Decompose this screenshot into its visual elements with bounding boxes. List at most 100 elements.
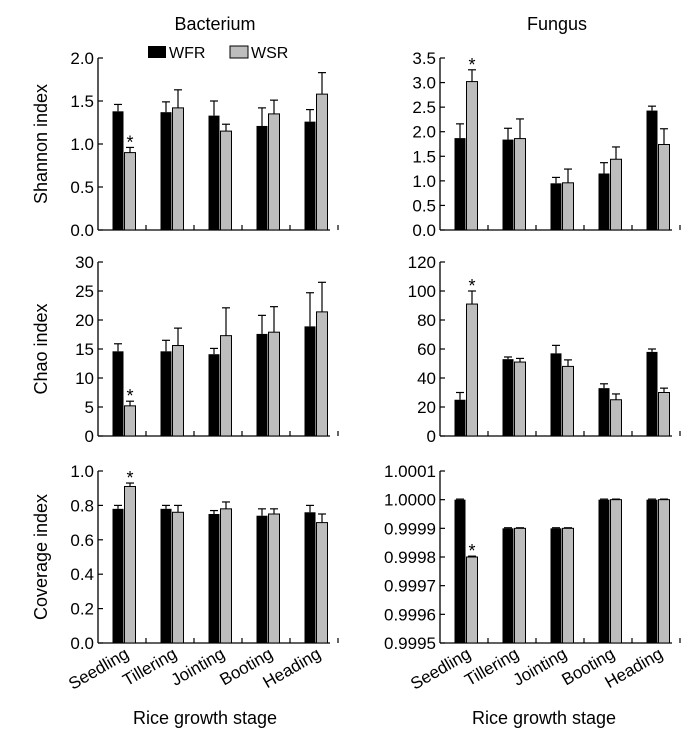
x-tick-label-tillering-coverage-bacterium: Tillering <box>119 644 180 690</box>
bar-wsr-heading-p-fungus <box>658 143 670 231</box>
y-tick-label-p-fungus: 60 <box>417 340 436 359</box>
bar-wsr-heading-chao-bacterium <box>316 311 328 437</box>
bar-wsr-booting-p-fungus <box>610 158 622 231</box>
y-axis-title-coverage-bacterium: Coverage index <box>31 494 51 620</box>
significance-marker-p-fungus: * <box>468 541 475 561</box>
y-tick-label-coverage-bacterium: 0.2 <box>70 600 94 619</box>
bar-wsr-jointing-chao-bacterium <box>220 335 232 437</box>
y-tick-label-chao-bacterium: 30 <box>75 253 94 272</box>
bar-wfr-jointing-p-fungus <box>550 528 562 643</box>
bar-wfr-booting-coverage-bacterium <box>256 515 268 643</box>
bar-wfr-jointing-p-fungus <box>550 353 562 436</box>
bar-wfr-booting-p-fungus <box>598 499 610 643</box>
y-tick-label-p-fungus: 1.0000 <box>384 491 436 510</box>
bar-wfr-seedling-shannon-bacterium <box>112 111 124 230</box>
bar-wfr-tillering-shannon-bacterium <box>160 112 172 230</box>
panel-p-fungus: 0.0 0.5 1.0 1.5 2.0 2.5 3.0 3.5 * <box>412 49 681 240</box>
significance-marker-chao-bacterium: * <box>126 386 133 406</box>
y-tick-label-chao-bacterium: 20 <box>75 311 94 330</box>
bar-wsr-booting-shannon-bacterium <box>268 113 280 231</box>
bar-wfr-tillering-p-fungus <box>502 528 514 643</box>
bar-wsr-tillering-p-fungus <box>514 361 526 437</box>
y-tick-label-p-fungus: 0.5 <box>412 196 436 215</box>
column-title-fungus: Fungus <box>527 14 587 34</box>
y-tick-label-p-fungus: 1.5 <box>412 147 436 166</box>
significance-marker-coverage-bacterium: * <box>126 468 133 488</box>
bar-wsr-seedling-p-fungus <box>466 81 478 231</box>
bar-wsr-seedling-p-fungus <box>466 556 478 644</box>
y-tick-label-coverage-bacterium: 1.0 <box>70 462 94 481</box>
y-tick-label-chao-bacterium: 5 <box>85 398 94 417</box>
bar-wfr-booting-chao-bacterium <box>256 333 268 436</box>
panel-shannon-bacterium: 0.0 0.5 1.0 1.5 2.0 Shannon index * <box>31 49 339 240</box>
bar-wfr-booting-p-fungus <box>598 388 610 436</box>
bar-wsr-seedling-shannon-bacterium <box>124 152 136 231</box>
y-tick-label-p-fungus: 40 <box>417 369 436 388</box>
bar-wfr-seedling-p-fungus <box>454 138 466 230</box>
bar-wfr-seedling-p-fungus <box>454 499 466 643</box>
bar-wfr-heading-p-fungus <box>646 499 658 643</box>
bar-wfr-booting-shannon-bacterium <box>256 125 268 230</box>
y-tick-label-chao-bacterium: 25 <box>75 282 94 301</box>
y-tick-label-p-fungus: 120 <box>408 253 436 272</box>
bar-wsr-jointing-shannon-bacterium <box>220 130 232 231</box>
y-tick-label-p-fungus: 0.9999 <box>384 519 436 538</box>
bar-wfr-heading-p-fungus <box>646 351 658 436</box>
significance-marker-p-fungus: * <box>468 55 475 75</box>
bar-wsr-tillering-coverage-bacterium <box>172 511 184 644</box>
legend: WFR WSR <box>148 45 288 62</box>
y-tick-label-coverage-bacterium: 0.0 <box>70 634 94 653</box>
bar-wsr-booting-chao-bacterium <box>268 331 280 437</box>
bar-wfr-heading-shannon-bacterium <box>304 121 316 230</box>
bar-wsr-booting-p-fungus <box>610 399 622 437</box>
y-tick-label-shannon-bacterium: 0.5 <box>70 178 94 197</box>
legend-label-wsr: WSR <box>251 45 288 62</box>
significance-marker-p-fungus: * <box>468 276 475 296</box>
y-tick-label-p-fungus: 0.9995 <box>384 634 436 653</box>
y-tick-label-p-fungus: 0.9997 <box>384 577 436 596</box>
y-tick-label-shannon-bacterium: 2.0 <box>70 49 94 68</box>
bar-wfr-tillering-chao-bacterium <box>160 351 172 436</box>
y-tick-label-p-fungus: 20 <box>417 398 436 417</box>
bar-wfr-heading-chao-bacterium <box>304 326 316 436</box>
bar-wfr-jointing-p-fungus <box>550 183 562 230</box>
y-tick-label-p-fungus: 3.5 <box>412 49 436 68</box>
bar-wsr-jointing-p-fungus <box>562 527 574 644</box>
bar-wfr-heading-p-fungus <box>646 110 658 230</box>
bar-wfr-tillering-coverage-bacterium <box>160 508 172 643</box>
bar-wsr-tillering-shannon-bacterium <box>172 107 184 231</box>
y-tick-label-coverage-bacterium: 0.6 <box>70 531 94 550</box>
bar-wsr-seedling-chao-bacterium <box>124 405 136 437</box>
bar-wsr-tillering-chao-bacterium <box>172 345 184 437</box>
y-tick-label-chao-bacterium: 15 <box>75 340 94 359</box>
bar-wsr-jointing-p-fungus <box>562 365 574 437</box>
bar-wfr-seedling-coverage-bacterium <box>112 508 124 643</box>
y-axis-title-shannon-bacterium: Shannon index <box>31 84 51 204</box>
bar-wsr-heading-p-fungus <box>658 392 670 437</box>
bar-wfr-jointing-chao-bacterium <box>208 354 220 436</box>
bar-wsr-booting-p-fungus <box>610 499 622 644</box>
significance-marker-shannon-bacterium: * <box>126 132 133 152</box>
bar-wfr-heading-coverage-bacterium <box>304 512 316 643</box>
bar-wfr-seedling-chao-bacterium <box>112 351 124 436</box>
y-tick-label-shannon-bacterium: 0.0 <box>70 221 94 240</box>
panels: 0.0 0.5 1.0 1.5 2.0 Shannon index * 0.0 0.5 1.0 1.… <box>31 49 681 694</box>
y-tick-label-p-fungus: 100 <box>408 282 436 301</box>
legend-swatch-wfr <box>148 46 166 58</box>
y-tick-label-shannon-bacterium: 1.0 <box>70 135 94 154</box>
panel-p-fungus: 0.9995 0.9996 0.9997 0.9998 0.9999 1.0000 1.00… <box>384 462 681 694</box>
bar-wsr-jointing-p-fungus <box>562 182 574 231</box>
legend-label-wfr: WFR <box>169 45 205 62</box>
bar-wfr-tillering-p-fungus <box>502 139 514 230</box>
column-title-bacterium: Bacterium <box>174 14 255 34</box>
x-axis-title-fungus: Rice growth stage <box>472 708 616 728</box>
y-tick-label-chao-bacterium: 0 <box>85 427 94 446</box>
bar-wsr-seedling-coverage-bacterium <box>124 485 136 644</box>
y-axis-title-chao-bacterium: Chao index <box>31 303 51 394</box>
y-tick-label-coverage-bacterium: 0.8 <box>70 496 94 515</box>
bar-wsr-tillering-p-fungus <box>514 138 526 231</box>
x-tick-label-jointing-p-fungus: Jointing <box>510 644 570 690</box>
y-tick-label-coverage-bacterium: 0.4 <box>70 565 94 584</box>
